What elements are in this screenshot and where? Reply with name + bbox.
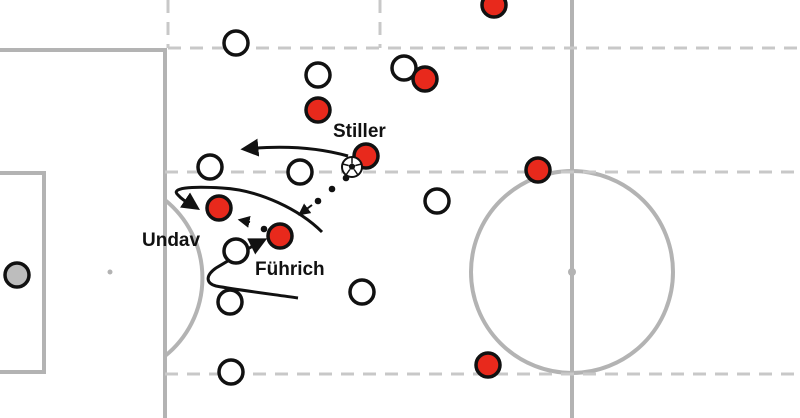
red-player-undav <box>205 194 233 222</box>
white-player <box>286 158 314 186</box>
red-player <box>474 351 502 379</box>
pass-dot <box>328 185 336 193</box>
goalkeeper-white <box>3 261 31 289</box>
goal-area <box>0 171 46 374</box>
red-player <box>304 96 332 124</box>
label-undav: Undav <box>142 230 201 251</box>
pass-dot <box>260 225 268 233</box>
pitch-spots <box>107 268 576 276</box>
white-player <box>216 288 244 316</box>
penalty-spot <box>107 269 113 275</box>
stiller-run-arrow <box>240 138 349 158</box>
red-player <box>411 65 439 93</box>
penalty-arc <box>163 198 205 358</box>
centre-spot <box>568 268 576 276</box>
white-team-players <box>196 29 451 386</box>
soccer-ball-icon <box>341 156 363 178</box>
pitch-markings <box>0 0 675 418</box>
stiller-pass-arrow <box>298 203 313 216</box>
red-team-players <box>205 0 552 379</box>
white-player <box>304 61 332 89</box>
label-stiller: Stiller <box>333 121 386 142</box>
white-player <box>196 153 224 181</box>
red-player <box>480 0 508 19</box>
red-player-fuhrich <box>266 222 294 250</box>
penalty-box <box>0 48 167 418</box>
pass-dot <box>314 197 322 205</box>
undav-run-arrow <box>174 185 324 234</box>
white-player <box>423 187 451 215</box>
white-player <box>222 237 250 265</box>
white-player <box>348 278 376 306</box>
undav-pass-arrow <box>237 215 251 228</box>
pass-dots <box>260 174 350 233</box>
white-player <box>390 54 418 82</box>
white-player <box>222 29 250 57</box>
label-fuhrich: Führich <box>255 259 325 280</box>
white-player <box>217 358 245 386</box>
red-player <box>524 156 552 184</box>
